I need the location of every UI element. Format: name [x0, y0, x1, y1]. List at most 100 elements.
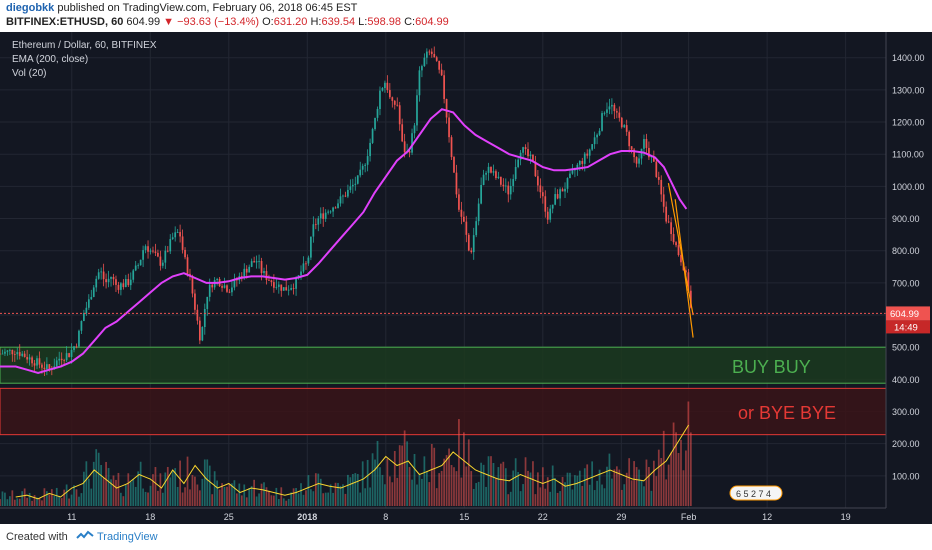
candle-body: [28, 357, 31, 360]
candle-body: [460, 209, 463, 217]
candle-body: [349, 186, 352, 190]
volume-bar: [134, 486, 137, 506]
volume-bar: [23, 488, 26, 506]
candle-body: [438, 60, 441, 70]
candle-body: [487, 166, 490, 173]
volume-bar: [689, 432, 692, 506]
author-link[interactable]: diegobkk: [6, 2, 55, 14]
candle-body: [181, 236, 184, 250]
volume-bar: [327, 492, 330, 506]
candle-body: [268, 279, 270, 281]
candle-body: [529, 154, 532, 157]
legend-pair: Ethereum / Dollar, 60, BITFINEX: [12, 40, 157, 51]
candle-body: [21, 353, 24, 356]
y-tick-label: 500.00: [892, 343, 920, 353]
volume-bar: [258, 493, 260, 506]
volume-bar: [282, 498, 285, 506]
volume-bar: [161, 492, 164, 506]
candle-body: [470, 250, 473, 253]
candle-body: [157, 252, 159, 257]
volume-bar: [233, 480, 236, 506]
candle-body: [662, 194, 665, 207]
high-value: 639.54: [321, 16, 356, 28]
candle-body: [601, 113, 603, 131]
volume-bar: [250, 486, 253, 506]
volume-bar: [539, 487, 542, 506]
candle-body: [314, 224, 317, 226]
volume-bar: [529, 472, 532, 506]
volume-bar: [549, 491, 552, 506]
candle-body: [319, 213, 322, 219]
candle-body: [569, 173, 571, 179]
volume-bar: [221, 483, 223, 506]
candle-body: [359, 169, 362, 176]
candle-body: [581, 160, 584, 164]
volume-bar: [70, 494, 73, 506]
candle-body: [92, 287, 95, 297]
candle-body: [41, 364, 43, 368]
volume-ma-line: [15, 424, 690, 500]
volume-bar: [495, 477, 497, 506]
candle-body: [302, 263, 305, 272]
candle-body: [122, 283, 125, 288]
volume-bar: [640, 480, 643, 506]
candle-body: [329, 211, 332, 213]
volume-bar: [9, 496, 11, 506]
tradingview-brand[interactable]: TradingView: [97, 531, 158, 543]
volume-bar: [371, 453, 374, 506]
candle-body: [384, 82, 386, 89]
volume-bar: [384, 484, 386, 506]
candle-body: [78, 330, 80, 347]
volume-bar: [652, 460, 655, 506]
volume-bar: [541, 467, 544, 506]
candle-body: [588, 149, 591, 156]
candle-body: [425, 51, 428, 58]
volume-bar: [268, 490, 270, 506]
volume-bar: [26, 497, 29, 506]
candle-body: [435, 57, 438, 61]
price-chart[interactable]: Ethereum / Dollar, 60, BITFINEX EMA (200…: [0, 32, 932, 524]
candle-body: [440, 69, 443, 76]
volume-bar: [337, 482, 339, 506]
candle-body: [216, 278, 218, 281]
candle-body: [458, 194, 460, 210]
volume-bar: [149, 485, 152, 506]
volume-bar: [485, 486, 487, 506]
candle-body: [68, 353, 70, 357]
candle-body: [265, 271, 268, 280]
volume-bar: [68, 498, 70, 506]
volume-bar: [401, 445, 404, 506]
volume-bar: [460, 477, 463, 506]
volume-bar: [556, 492, 559, 506]
volume-bar: [391, 482, 394, 506]
candle-body: [524, 147, 527, 150]
candle-body: [532, 154, 534, 162]
volume-bar: [342, 484, 344, 506]
volume-bar: [1, 491, 4, 506]
volume-bar: [551, 465, 554, 506]
candle-body: [391, 97, 394, 101]
volume-bar: [630, 480, 633, 506]
candle-body: [393, 100, 396, 105]
volume-bar: [78, 496, 80, 506]
volume-bar: [95, 449, 98, 506]
volume-bar: [11, 490, 14, 506]
volume-bar: [0, 499, 1, 506]
volume-bar: [388, 476, 391, 506]
chart-header: diegobkk published on TradingView.com, F…: [0, 0, 932, 30]
x-tick-label: 12: [762, 512, 772, 522]
candle-body: [411, 133, 413, 153]
candle-body: [90, 296, 93, 300]
volume-bar: [583, 468, 586, 506]
candle-body: [564, 188, 566, 192]
x-tick-label: 29: [616, 512, 626, 522]
volume-bar: [512, 470, 515, 506]
volume-bar: [546, 477, 549, 506]
ema-line: [0, 108, 688, 374]
volume-bar: [386, 458, 389, 506]
volume-bar: [154, 467, 157, 506]
volume-bar: [500, 463, 502, 506]
volume-bar: [265, 487, 268, 506]
candle-body: [675, 242, 677, 246]
volume-bar: [53, 495, 56, 506]
